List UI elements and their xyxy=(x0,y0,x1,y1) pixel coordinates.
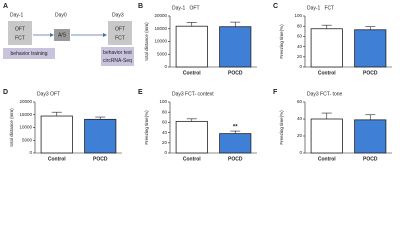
bar xyxy=(175,25,208,68)
y-tick-label: 0 xyxy=(164,150,167,155)
chart-title: Day-1 OFT xyxy=(172,5,200,11)
significance: ** xyxy=(233,125,238,131)
y-tick-label: 100 xyxy=(159,99,167,104)
bar xyxy=(354,119,387,154)
chart-title: Day3 FCT- tone xyxy=(307,91,343,97)
bar xyxy=(219,26,252,68)
y-tick-label: 40 xyxy=(297,44,303,49)
day-label: Day0 xyxy=(55,12,67,18)
x-tick-label: POCD xyxy=(363,70,378,76)
training-box xyxy=(3,48,55,59)
y-axis-label: Freezing time(%) xyxy=(279,110,284,145)
panel-letter: F xyxy=(273,89,278,96)
figure: A Day-1 Day0 Day3 OFT FCT A/S OFT FCT be… xyxy=(3,3,392,162)
panel-letter: E xyxy=(138,89,143,96)
chart-title: Day-1 FCT xyxy=(307,5,334,11)
x-tick-label: POCD xyxy=(228,70,243,76)
box-text: OFT xyxy=(115,26,125,32)
bar xyxy=(354,29,387,68)
day3-box xyxy=(108,21,132,45)
y-tick-label: 0 xyxy=(29,150,32,155)
day-label: Day3 xyxy=(112,12,124,18)
day0-box xyxy=(54,29,70,41)
chart-title: Day3 OFT xyxy=(37,91,60,97)
y-tick-label: 20000 xyxy=(154,13,167,18)
y-tick-label: 60 xyxy=(297,34,303,39)
x-tick-label: Control xyxy=(183,70,201,76)
panel-letter: B xyxy=(138,3,143,10)
box-text: FCT xyxy=(115,35,125,41)
y-axis-label: total distance (mm) xyxy=(144,22,149,61)
x-tick-label: Control xyxy=(318,70,336,76)
x-tick-label: POCD xyxy=(363,156,378,162)
x-tick-label: Control xyxy=(183,156,201,162)
panel-letter: C xyxy=(273,3,278,10)
x-tick-label: POCD xyxy=(228,156,243,162)
y-tick-label: 10000 xyxy=(154,39,167,44)
box-text: A/S xyxy=(58,32,67,38)
timeline-panel: A Day-1 Day0 Day3 OFT FCT A/S OFT FCT be… xyxy=(3,3,134,66)
arrow-head xyxy=(50,33,54,37)
y-tick-label: 20 xyxy=(162,140,168,145)
y-tick-label: 40 xyxy=(162,130,168,135)
bar xyxy=(40,115,73,154)
y-axis-label: total distance (mm) xyxy=(9,108,14,147)
bar xyxy=(219,133,252,154)
y-tick-label: 5000 xyxy=(22,137,33,142)
panel-letter: A xyxy=(3,3,8,10)
bar xyxy=(310,28,343,68)
testing-box xyxy=(101,47,134,66)
x-tick-label: Control xyxy=(318,156,336,162)
x-tick-label: Control xyxy=(48,156,66,162)
box-text: FCT xyxy=(15,35,25,41)
y-tick-label: 0 xyxy=(164,64,167,69)
y-tick-label: 5000 xyxy=(157,51,168,56)
y-tick-label: 60 xyxy=(162,120,168,125)
bar xyxy=(84,118,117,154)
y-axis-label: Freezing time(%) xyxy=(144,110,149,145)
training-text: behavior training xyxy=(11,51,48,57)
y-tick-label: 20 xyxy=(297,54,303,59)
testing-text: behavior test xyxy=(103,50,132,56)
bar xyxy=(175,120,208,154)
y-tick-label: 0 xyxy=(299,64,302,69)
y-tick-label: 10000 xyxy=(19,125,32,130)
y-axis-label: Freezing time(%) xyxy=(279,24,284,59)
day-label: Day-1 xyxy=(10,12,24,18)
y-tick-label: 15000 xyxy=(19,112,32,117)
y-tick-label: 80 xyxy=(297,23,303,28)
bar xyxy=(310,118,343,154)
panel-letter: D xyxy=(3,89,8,96)
y-tick-label: 15000 xyxy=(154,26,167,31)
x-tick-label: POCD xyxy=(93,156,108,162)
y-tick-label: 80 xyxy=(162,109,168,114)
box-text: OFT xyxy=(15,26,25,32)
day1-box xyxy=(8,21,32,45)
y-tick-label: 40 xyxy=(297,116,303,121)
arrow-head xyxy=(103,33,107,37)
y-tick-label: 20000 xyxy=(19,99,32,104)
y-tick-label: 0 xyxy=(299,150,302,155)
y-tick-label: 60 xyxy=(297,99,303,104)
testing-text: circRNA-Seq xyxy=(103,58,132,64)
y-tick-label: 100 xyxy=(294,13,302,18)
chart-title: Day3 FCT- context xyxy=(172,91,214,97)
y-tick-label: 20 xyxy=(297,133,303,138)
